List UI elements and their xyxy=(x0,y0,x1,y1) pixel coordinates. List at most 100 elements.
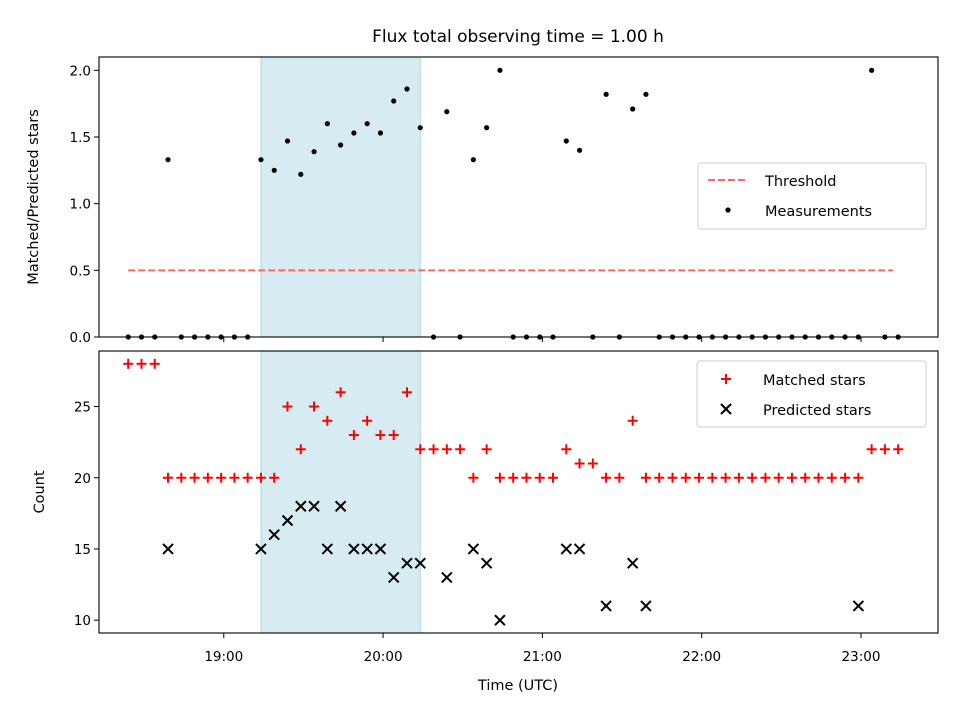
predicted-star-point xyxy=(467,543,480,555)
measurement-point xyxy=(869,67,875,73)
top-legend-box xyxy=(697,162,927,230)
matched-star-point xyxy=(269,472,280,483)
matched-star-point xyxy=(216,472,227,483)
measurement-point xyxy=(351,130,357,136)
y-tick-label: 0.0 xyxy=(70,330,91,346)
matched-star-point xyxy=(786,472,797,483)
matched-star-point xyxy=(654,472,665,483)
x-marker-b xyxy=(295,500,307,512)
matched-star-point xyxy=(747,472,758,483)
observing-window-span xyxy=(260,350,421,634)
matched-star-point xyxy=(826,472,837,483)
matched-star-point xyxy=(694,472,705,483)
x-marker-b xyxy=(441,571,453,584)
x-marker-b xyxy=(281,514,294,527)
top-legend: Threshold Measurements xyxy=(697,162,927,230)
bottom-y-axis-label: Count xyxy=(32,470,48,513)
predicted-star-point xyxy=(361,543,373,555)
legend-measurements-swatch xyxy=(725,207,731,213)
matched-star-point xyxy=(893,444,904,455)
matched-star-point xyxy=(176,472,187,483)
matched-star-point xyxy=(773,472,784,483)
x-tick-label: 19:00 xyxy=(204,649,243,665)
x-tick-label: 21:00 xyxy=(523,649,562,665)
legend-plus-marker xyxy=(721,374,731,384)
matched-star-point xyxy=(441,444,452,455)
predicted-star-point xyxy=(321,543,334,555)
matched-star-point xyxy=(415,444,426,455)
y-tick-label: 1.0 xyxy=(70,197,91,213)
measurement-point xyxy=(484,125,490,131)
measurement-point xyxy=(497,67,503,73)
top-x-ticks xyxy=(223,337,862,342)
predicted-star-point xyxy=(308,500,320,512)
predicted-star-point xyxy=(255,543,267,555)
x-marker-b xyxy=(388,571,400,584)
matched-star-point xyxy=(587,458,598,469)
measurement-point xyxy=(311,149,317,155)
predicted-star-point xyxy=(268,529,280,541)
matched-star-point xyxy=(163,472,174,483)
predicted-star-point xyxy=(295,500,307,512)
top-y-axis-label: Matched/Predicted stars xyxy=(26,109,42,285)
matched-star-point xyxy=(348,430,359,441)
predicted-star-point xyxy=(494,614,506,626)
matched-star-point xyxy=(707,472,718,483)
matched-star-point xyxy=(667,472,678,483)
matched-star-point xyxy=(322,415,333,426)
bottom-axes-frame xyxy=(98,350,939,634)
top-y-ticks: 0.0 0.5 1.0 1.5 2.0 xyxy=(70,63,99,346)
predicted-star-point xyxy=(334,500,347,512)
x-marker-b xyxy=(374,543,387,555)
legend-x-marker xyxy=(720,403,732,415)
x-marker-b xyxy=(560,543,572,555)
measurement-point xyxy=(630,106,636,112)
predicted-star-point xyxy=(600,600,612,612)
measurement-point xyxy=(377,130,384,136)
x-marker-b xyxy=(308,500,320,512)
predicted-star-point xyxy=(573,543,586,555)
measurement-point xyxy=(324,121,330,127)
x-marker-b xyxy=(467,543,480,555)
matched-star-point xyxy=(309,401,320,412)
matched-star-point xyxy=(375,430,386,441)
legend-measurements-label: Measurements xyxy=(765,204,872,220)
x-marker-b xyxy=(600,600,612,612)
predicted-star-point xyxy=(441,571,453,584)
matched-star-point xyxy=(548,472,559,483)
matched-star-point xyxy=(760,472,771,483)
measurement-point xyxy=(576,147,583,153)
x-marker-b xyxy=(573,543,586,555)
predicted-star-point xyxy=(401,557,413,569)
predicted-star-point xyxy=(480,557,493,569)
x-tick-label: 22:00 xyxy=(682,649,721,665)
matched-star-point xyxy=(362,415,373,426)
matched-star-point xyxy=(733,472,744,483)
matched-star-point xyxy=(508,472,519,483)
x-axis-label: Time (UTC) xyxy=(477,678,558,694)
measurement-point xyxy=(444,109,450,115)
measurement-point xyxy=(364,121,370,127)
top-panel: 0.0 0.5 1.0 1.5 2.0 Threshold Measurements xyxy=(70,56,939,346)
top-highlight-span xyxy=(260,56,421,338)
x-marker-b xyxy=(640,600,652,612)
matched-star-point xyxy=(574,458,585,469)
measurement-point xyxy=(258,157,264,163)
matched-star-point xyxy=(202,472,213,483)
bottom-panel: 10 15 20 25 19:00 20:00 21:00 22:00 23:00 Match… xyxy=(74,350,939,665)
legend-predicted-swatch xyxy=(720,403,732,415)
measurement-point xyxy=(470,157,476,163)
x-marker-b xyxy=(626,557,639,569)
matched-star-point xyxy=(627,415,638,426)
y-tick-label: 10 xyxy=(74,613,91,629)
matched-star-point xyxy=(494,472,505,483)
matched-star-point xyxy=(521,472,532,483)
matched-star-point xyxy=(282,401,293,412)
x-tick-label: 23:00 xyxy=(842,649,881,665)
matched-star-point xyxy=(388,430,399,441)
predicted-star-point xyxy=(374,543,387,555)
predicted-star-point xyxy=(281,514,294,527)
x-marker-b xyxy=(494,614,506,626)
measurement-point xyxy=(417,125,423,131)
matched-star-point xyxy=(800,472,811,483)
